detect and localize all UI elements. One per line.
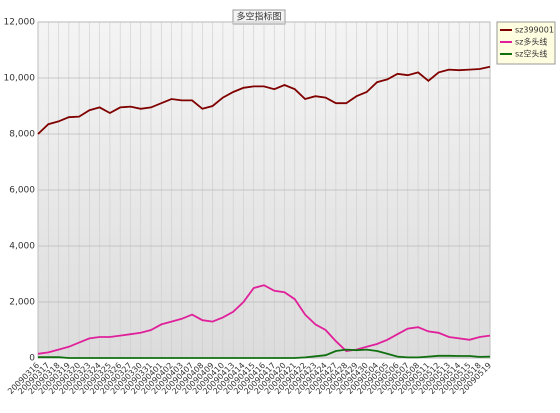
y-tick-label: 2,000 xyxy=(9,298,35,308)
y-tick-label: 4,000 xyxy=(9,242,35,252)
legend-label: sz多头线 xyxy=(515,37,547,47)
y-tick-label: 6,000 xyxy=(9,186,35,196)
series-line xyxy=(38,348,491,359)
y-tick-label: 12,000 xyxy=(4,18,36,28)
series-line xyxy=(37,65,491,135)
y-tick-label: 10,000 xyxy=(4,74,36,84)
chart-title: 多空指标图 xyxy=(236,11,281,23)
series-line xyxy=(37,284,491,355)
title-box xyxy=(232,9,286,25)
y-tick-label: 0 xyxy=(29,354,35,364)
legend-label: sz空头线 xyxy=(515,49,547,59)
legend-label: sz399001 xyxy=(515,26,554,35)
y-tick-label: 8,000 xyxy=(9,130,35,140)
